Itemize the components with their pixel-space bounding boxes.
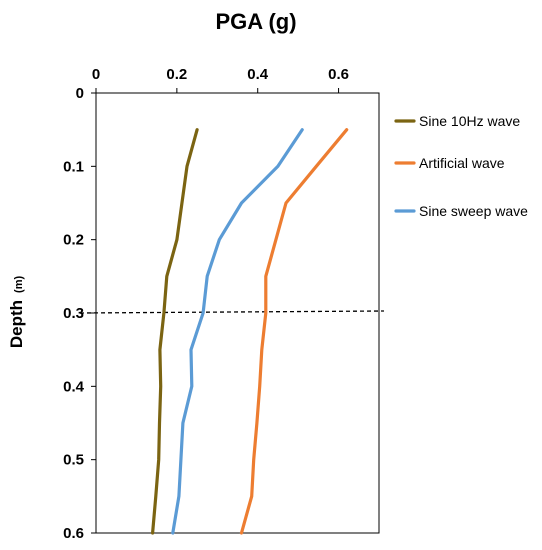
y-tick-label: 0.2 [63, 232, 84, 249]
x-tick-label: 0.4 [247, 66, 269, 83]
svg-text:Depth (m): Depth (m) [7, 276, 26, 349]
legend-label-sine-sweep-wave: Sine sweep wave [419, 203, 528, 219]
x-axis-ticks: 0 0.2 0.4 0.6 [92, 66, 349, 93]
series-lines [151, 128, 349, 535]
series-line-artificial-wave [239, 128, 349, 535]
reference-line-dashed [79, 310, 385, 314]
legend-label-artificial-wave: Artificial wave [419, 155, 505, 171]
x-tick-label: 0.2 [166, 66, 187, 83]
y-tick-label: 0.3 [63, 305, 84, 322]
series-line-sine-10hz-wave [151, 128, 199, 535]
series-line-sine-sweep-wave [171, 128, 304, 535]
y-axis-title-text: Depth [7, 300, 26, 348]
x-tick-label: 0.6 [328, 66, 349, 83]
y-tick-label: 0.5 [63, 452, 84, 469]
x-axis-title: PGA (g) [215, 9, 296, 34]
y-axis-ticks: 0 0.1 0.2 0.3 0.4 0.5 0.6 [63, 85, 96, 542]
legend: Sine 10Hz wave Artificial wave Sine sweep … [394, 113, 528, 219]
y-tick-label: 0.4 [63, 378, 85, 395]
y-tick-label: 0 [76, 85, 84, 102]
x-tick-label: 0 [92, 66, 100, 83]
legend-label-sine-10hz-wave: Sine 10Hz wave [419, 113, 520, 129]
y-tick-label: 0.1 [63, 158, 84, 175]
y-tick-label: 0.6 [63, 525, 84, 542]
y-axis-title-unit: (m) [13, 276, 25, 293]
reference-lines [79, 310, 385, 314]
y-axis-title: Depth (m) [7, 276, 26, 349]
